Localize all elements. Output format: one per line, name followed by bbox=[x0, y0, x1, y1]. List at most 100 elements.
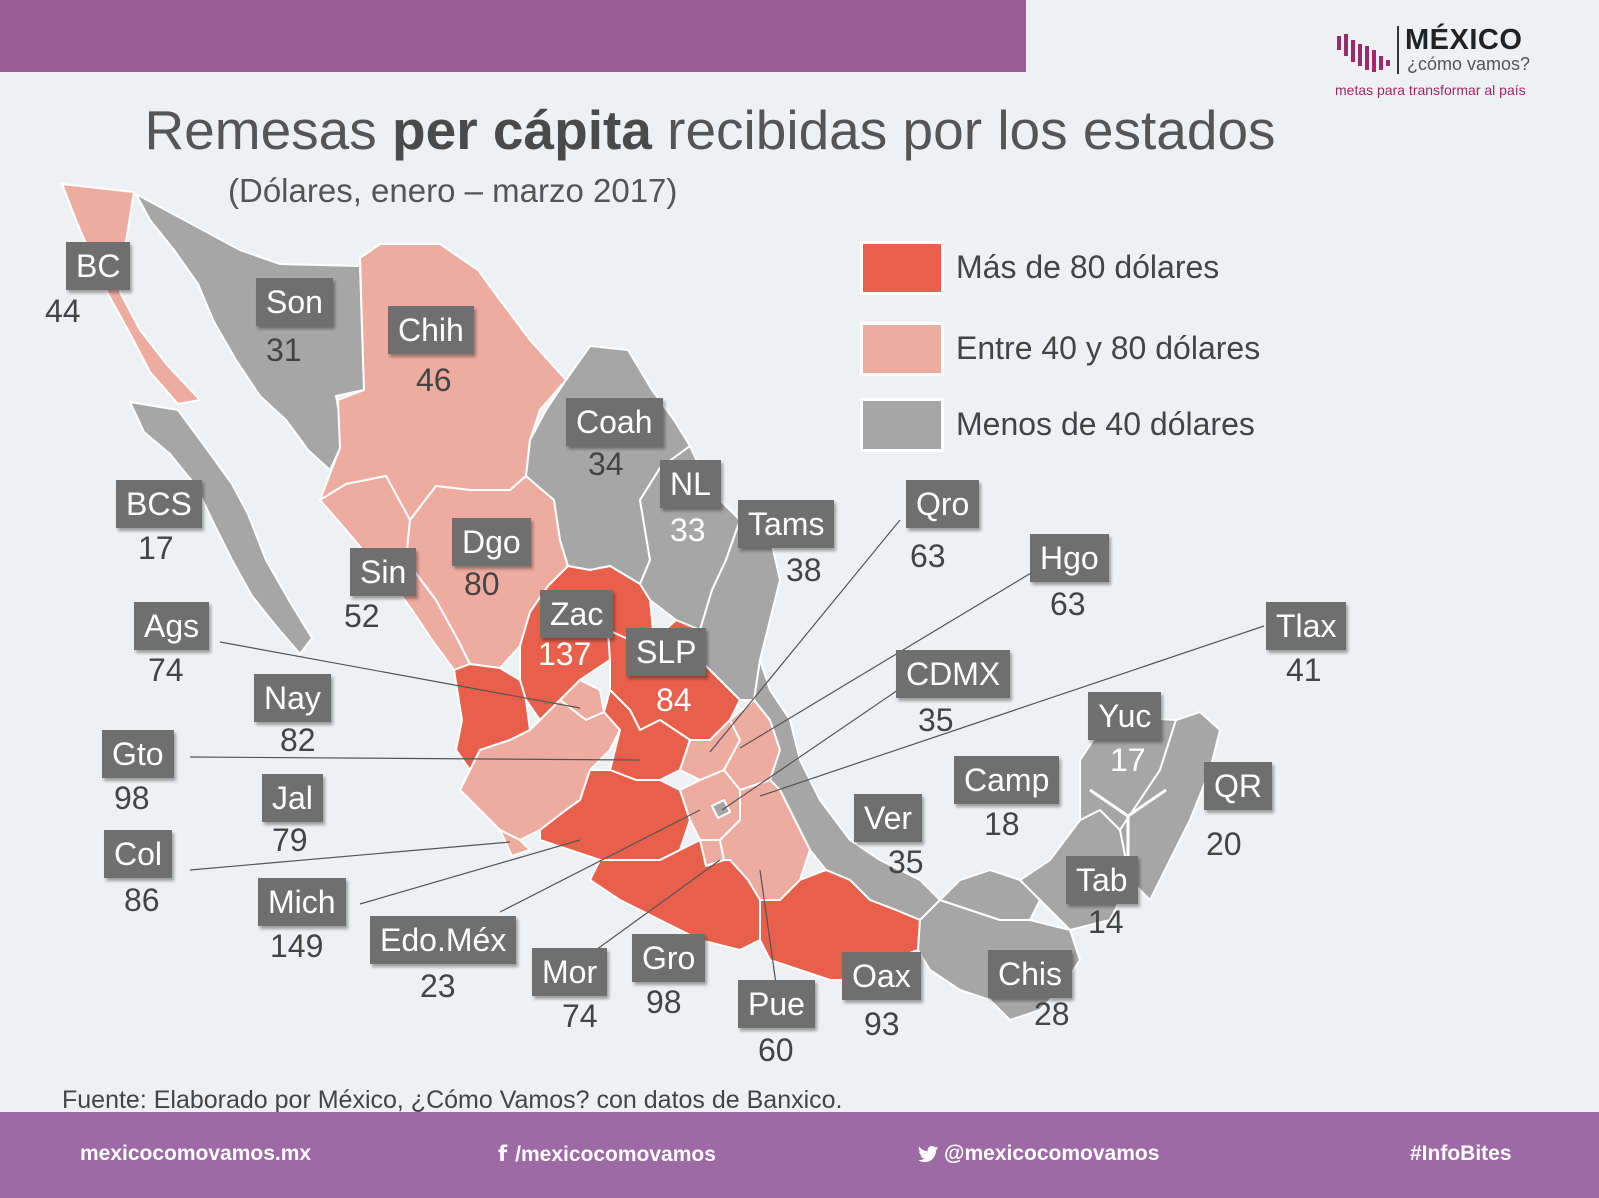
value-gro: 98 bbox=[646, 984, 682, 1020]
leader-cdmx bbox=[721, 689, 899, 811]
value-ags: 74 bbox=[148, 652, 184, 688]
legend-label-low: Menos de 40 dólares bbox=[956, 406, 1255, 442]
label-qr: QR bbox=[1204, 762, 1272, 810]
legend-swatch-high bbox=[860, 241, 944, 295]
value-bcs: 17 bbox=[138, 530, 174, 566]
logo-question: ¿cómo vamos? bbox=[1407, 54, 1531, 74]
label-ver: Ver bbox=[854, 794, 923, 842]
value-ver: 35 bbox=[888, 844, 924, 880]
footer-twitter-label: @mexicocomovamos bbox=[944, 1142, 1160, 1165]
value-mor: 74 bbox=[562, 998, 598, 1034]
value-pue: 60 bbox=[758, 1032, 794, 1068]
leader-pue bbox=[759, 869, 777, 985]
label-camp: Camp bbox=[954, 756, 1060, 804]
value-cdmx: 35 bbox=[918, 702, 954, 738]
label-qro: Qro bbox=[906, 480, 980, 528]
footer-twitter[interactable]: @mexicocomovamos bbox=[918, 1142, 1159, 1166]
top-banner bbox=[0, 0, 1026, 72]
label-oax: Oax bbox=[842, 952, 921, 1000]
value-hgo: 63 bbox=[1050, 586, 1086, 622]
value-son: 31 bbox=[266, 332, 302, 368]
value-tab: 14 bbox=[1088, 904, 1124, 940]
value-qr: 20 bbox=[1206, 826, 1242, 862]
leader-col bbox=[189, 841, 511, 871]
footer-bar: mexicocomovamos.mx f/mexicocomovamos @me… bbox=[0, 1112, 1599, 1198]
value-col: 86 bbox=[124, 882, 160, 918]
label-bc: BC bbox=[66, 242, 131, 290]
logo: MÉXICO ¿cómo vamos? metas para transform… bbox=[1335, 24, 1535, 98]
value-coah: 34 bbox=[588, 446, 624, 482]
value-slp: 84 bbox=[656, 682, 692, 718]
logo-name: MÉXICO bbox=[1405, 24, 1523, 56]
leader-tlax bbox=[759, 625, 1265, 797]
page-subtitle: (Dólares, enero – marzo 2017) bbox=[228, 172, 678, 209]
value-jal: 79 bbox=[272, 822, 308, 858]
footer-facebook-label: /mexicocomovamos bbox=[515, 1143, 716, 1166]
value-bc: 44 bbox=[45, 293, 81, 329]
facebook-icon: f bbox=[498, 1142, 508, 1166]
state-col bbox=[499, 829, 531, 857]
label-chis: Chis bbox=[988, 950, 1073, 998]
label-nay: Nay bbox=[254, 674, 331, 722]
label-yuc: Yuc bbox=[1088, 692, 1162, 740]
logo-divider bbox=[1397, 26, 1399, 74]
label-tams: Tams bbox=[738, 500, 835, 548]
page-title: Remesas per cápita recibidas por los est… bbox=[0, 98, 1420, 162]
label-mich: Mich bbox=[258, 878, 346, 926]
label-gro: Gro bbox=[632, 934, 706, 982]
state-bcs bbox=[129, 401, 313, 655]
label-ags: Ags bbox=[134, 602, 210, 650]
label-dgo: Dgo bbox=[452, 518, 531, 566]
label-col: Col bbox=[104, 830, 173, 878]
value-gto: 98 bbox=[114, 780, 150, 816]
legend-swatch-mid bbox=[860, 322, 944, 376]
state-cdmx bbox=[711, 799, 731, 819]
value-sin: 52 bbox=[344, 598, 380, 634]
leader-mich bbox=[359, 839, 581, 905]
legend-label-high: Más de 80 dólares bbox=[956, 249, 1220, 285]
logo-tagline: metas para transformar al país bbox=[1335, 82, 1526, 98]
value-zac: 137 bbox=[538, 636, 592, 672]
state-son bbox=[135, 193, 365, 471]
label-nl: NL bbox=[660, 460, 721, 508]
title-part1: Remesas bbox=[144, 99, 393, 161]
label-zac: Zac bbox=[540, 590, 614, 638]
value-edomex: 23 bbox=[420, 968, 456, 1004]
label-tab: Tab bbox=[1066, 856, 1138, 904]
label-bcs: BCS bbox=[116, 480, 202, 528]
leader-qro bbox=[709, 519, 901, 753]
value-nay: 82 bbox=[280, 722, 316, 758]
footer-website[interactable]: mexicocomovamos.mx bbox=[80, 1142, 312, 1165]
value-tlax: 41 bbox=[1286, 652, 1322, 688]
label-jal: Jal bbox=[262, 774, 323, 822]
label-coah: Coah bbox=[566, 398, 663, 446]
label-chih: Chih bbox=[388, 306, 474, 354]
title-bold: per cápita bbox=[392, 99, 652, 161]
value-oax: 93 bbox=[864, 1006, 900, 1042]
label-gto: Gto bbox=[102, 730, 174, 778]
label-tlax: Tlax bbox=[1266, 602, 1347, 650]
legend-swatch-low bbox=[860, 398, 944, 452]
source-note: Fuente: Elaborado por México, ¿Cómo Vamo… bbox=[62, 1086, 843, 1114]
footer-facebook[interactable]: f/mexicocomovamos bbox=[498, 1142, 716, 1167]
value-qro: 63 bbox=[910, 538, 946, 574]
twitter-icon bbox=[918, 1146, 938, 1163]
label-son: Son bbox=[256, 278, 333, 326]
legend-label-mid: Entre 40 y 80 dólares bbox=[956, 330, 1261, 366]
label-hgo: Hgo bbox=[1030, 534, 1109, 582]
value-chis: 28 bbox=[1034, 996, 1070, 1032]
value-dgo: 80 bbox=[464, 566, 500, 602]
value-mich: 149 bbox=[270, 928, 324, 964]
label-slp: SLP bbox=[626, 628, 707, 676]
leader-ags bbox=[219, 641, 581, 709]
title-part2: recibidas por los estados bbox=[651, 99, 1276, 161]
state-mich bbox=[539, 769, 691, 861]
label-sin: Sin bbox=[350, 548, 417, 596]
value-chih: 46 bbox=[416, 362, 452, 398]
logo-bars-icon bbox=[1337, 34, 1390, 72]
label-pue: Pue bbox=[738, 980, 815, 1028]
leader-hgo bbox=[739, 569, 1037, 749]
footer-hashtag[interactable]: #InfoBites bbox=[1410, 1142, 1512, 1165]
leader-edomex bbox=[499, 809, 701, 913]
